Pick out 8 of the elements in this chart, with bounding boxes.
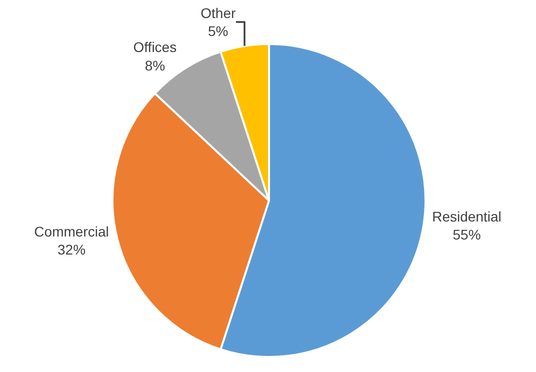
slice-label: Other: [200, 4, 236, 21]
slice-label: Offices: [133, 39, 177, 56]
data-label: 5%: [208, 23, 228, 40]
data-label: 8%: [144, 57, 166, 74]
slice-label: Commercial: [34, 223, 109, 240]
slice-label: Residential: [432, 208, 502, 224]
data-label: 32%: [58, 242, 86, 258]
data-label: 55%: [452, 226, 481, 242]
